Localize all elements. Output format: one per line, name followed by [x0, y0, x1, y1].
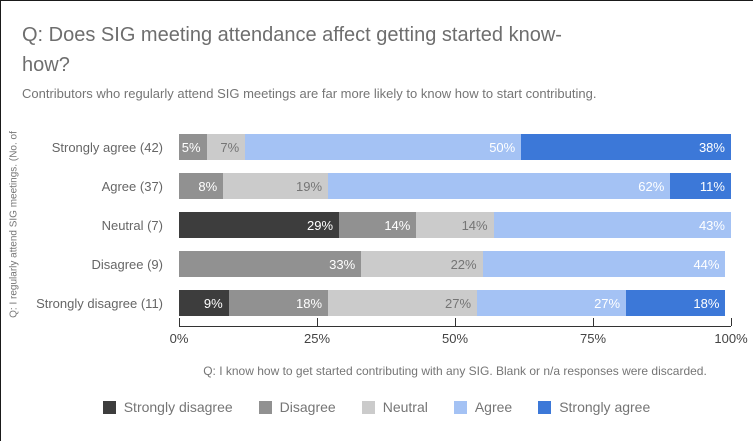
bar-segment: 27% [328, 290, 478, 316]
bar-segment-value: 43% [698, 217, 725, 233]
legend-label: Agree [474, 399, 513, 415]
legend-label: Strongly agree [559, 399, 651, 415]
bar-segment-value: 27% [445, 295, 472, 311]
bar-segment-value: 62% [638, 178, 665, 194]
bar-segment-value: 22% [450, 256, 477, 272]
chart-subtitle: Contributors who regularly attend SIG me… [22, 86, 597, 101]
bar-row: Neutral (7) 29% 14% 14% 43% [0, 212, 753, 238]
stacked-bar: 29% 14% 14% 43% [179, 212, 731, 238]
legend-item: Agree [453, 399, 513, 415]
chart-title: Q: Does SIG meeting attendance affect ge… [22, 20, 734, 80]
bar-row: Agree (37) 8% 19% 62% 11% [0, 173, 753, 199]
bar-segment-value: 33% [329, 256, 356, 272]
axis-caption: Q: I know how to get started contributin… [203, 364, 707, 378]
bar-row: Disagree (9) 33% 22% 44% [0, 251, 753, 277]
legend-swatch [361, 400, 375, 414]
chart-title-line-2: how? [22, 54, 70, 76]
axis-tick-label: 100% [714, 331, 748, 346]
axis-tick [731, 318, 732, 326]
legend: Strongly disagree Disagree Neutral Agree Str… [0, 399, 753, 415]
bar-segment: 50% [245, 134, 522, 160]
stacked-bar: 9% 18% 27% 27% 18% [179, 290, 731, 316]
bar-segment-value: 7% [220, 139, 240, 155]
legend-label: Strongly disagree [123, 399, 233, 415]
axis-tick [455, 318, 456, 326]
bar-segment-value: 50% [489, 139, 516, 155]
bar-segment-value: 18% [296, 295, 323, 311]
legend-item: Disagree [258, 399, 336, 415]
stacked-bar-chart: Strongly agree (42) 5% 7% 50% 38% Agree (37) 8… [0, 134, 753, 364]
bar-segment: 22% [361, 251, 483, 277]
bar-segment: 14% [339, 212, 417, 238]
legend-item: Strongly agree [538, 399, 650, 415]
bar-segment-value: 11% [699, 178, 725, 194]
bar-segment: 7% [206, 134, 246, 160]
axis-tick [179, 318, 180, 326]
chart-title-line-1: Q: Does SIG meeting attendance affect ge… [22, 24, 562, 46]
bar-segment: 19% [223, 173, 329, 199]
bar-segment: 27% [477, 290, 627, 316]
legend-swatch [102, 400, 116, 414]
legend-item: Strongly disagree [102, 399, 233, 415]
legend-label: Neutral [382, 399, 428, 415]
bar-row: Strongly disagree (11) 9% 18% 27% 27% 18% [0, 290, 753, 316]
axis-tick [593, 318, 594, 326]
bar-segment: 38% [521, 134, 731, 160]
bar-segment: 18% [626, 290, 726, 316]
legend-swatch [258, 400, 272, 414]
legend-item: Neutral [361, 399, 428, 415]
category-label: Strongly agree (42) [51, 139, 163, 155]
category-label: Disagree (9) [91, 256, 163, 272]
stacked-bar: 33% 22% 44% [179, 251, 731, 277]
category-label: Neutral (7) [101, 217, 163, 233]
legend-swatch [538, 400, 552, 414]
bar-segment-value: 27% [594, 295, 621, 311]
bar-segment-value: 29% [307, 217, 334, 233]
axis-tick [317, 318, 318, 326]
category-label: Agree (37) [101, 178, 163, 194]
axis-tick-label: 0% [169, 331, 189, 346]
bar-segment: 5% [179, 134, 207, 160]
category-label: Strongly disagree (11) [36, 295, 163, 311]
bar-segment-value: 9% [203, 295, 223, 311]
bar-segment: 18% [228, 290, 329, 316]
axis-tick-label: 25% [303, 331, 331, 346]
bar-segment: 29% [179, 212, 340, 238]
bar-segment-value: 18% [693, 295, 720, 311]
stacked-bar: 8% 19% 62% 11% [179, 173, 731, 199]
legend-swatch [453, 400, 467, 414]
bar-segment: 43% [493, 212, 731, 238]
x-axis-line [179, 326, 731, 327]
bar-segment-value: 19% [296, 178, 323, 194]
bar-segment-value: 44% [693, 256, 720, 272]
bar-segment-value: 14% [384, 217, 411, 233]
bar-row: Strongly agree (42) 5% 7% 50% 38% [0, 134, 753, 160]
bar-segment-value: 38% [698, 139, 725, 155]
bar-segment: 44% [482, 251, 726, 277]
axis-tick-label: 75% [579, 331, 607, 346]
bar-segment: 14% [416, 212, 494, 238]
axis-tick-label: 50% [441, 331, 469, 346]
bar-segment-value: 5% [181, 139, 201, 155]
stacked-bar: 5% 7% 50% 38% [179, 134, 731, 160]
bar-segment: 11% [670, 173, 731, 199]
bar-segment: 62% [328, 173, 671, 199]
bar-segment-value: 14% [461, 217, 488, 233]
legend-label: Disagree [279, 399, 336, 415]
bar-segment: 8% [179, 173, 224, 199]
bar-segment: 9% [179, 290, 229, 316]
bar-segment: 33% [179, 251, 362, 277]
bar-segment-value: 8% [198, 178, 218, 194]
